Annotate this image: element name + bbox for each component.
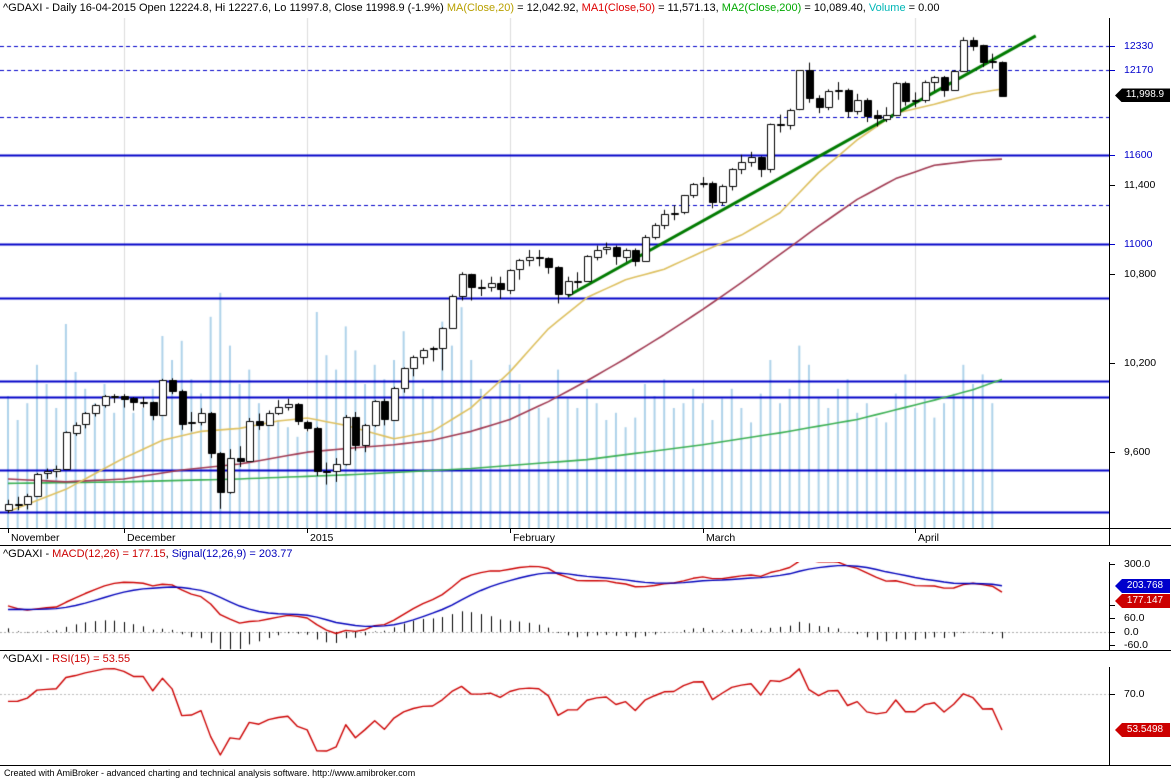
month-tick [915,529,916,533]
month-label: 2015 [310,532,334,544]
title-segment: MA(Close,20) [446,2,515,14]
price-chart-canvas[interactable] [0,18,1109,528]
price-axis-label: 11,400 [1109,178,1156,191]
last-price-box: 11,998.9 [1115,88,1170,103]
month-label: December [127,532,176,544]
sr-level-label: 12330 [1109,40,1154,53]
macd-chart-canvas[interactable] [0,562,1109,650]
price-axis-label: 10,200 [1109,356,1157,369]
price-panel-title: ^GDAXI - Daily 16-04-2015 Open 12224.8, … [0,0,1171,18]
title-segment: = 12,042.92, [514,2,582,14]
title-segment: = 10,089.40, [801,2,869,14]
title-segment: ^GDAXI - [3,653,53,665]
month-label: April [918,532,940,544]
month-tick [124,529,125,533]
rsi-chart-canvas[interactable] [0,667,1109,765]
price-axis-label: 10,800 [1109,267,1157,280]
macd-axis-label: 0.0 [1110,625,1139,638]
macd-axis-label: -60.0 [1110,639,1148,652]
macd-value-box: 203.768 [1115,578,1170,593]
month-tick [510,529,511,533]
rsi-axis-label: 70.0 [1109,688,1145,701]
month-label: February [513,532,556,544]
month-label: November [11,532,60,544]
month-label: March [706,532,736,544]
sr-level-label: 12170 [1109,64,1154,77]
price-panel: ^GDAXI - Daily 16-04-2015 Open 12224.8, … [0,0,1171,545]
title-segment: MACD(12,26) = 177.15 [52,548,166,560]
rsi-y-axis[interactable]: 70.0 53.5498 [1109,667,1171,765]
rsi-value-box: 53.5498 [1115,723,1170,738]
title-segment: ^GDAXI - [3,548,53,560]
month-tick [307,529,308,533]
month-tick [8,529,9,533]
title-segment: = 0.00 [905,2,940,14]
title-segment: RSI(15) = 53.55 [52,653,131,665]
title-segment: ^GDAXI - Daily 16-04-2015 Open 12224.8, … [3,2,447,14]
macd-axis-label: 60.0 [1109,612,1145,625]
title-segment: MA1(Close,50) [581,2,656,14]
title-segment: Signal(12,26,9) = 203.77 [171,548,293,560]
macd-panel: ^GDAXI - MACD(12,26) = 177.15, Signal(12… [0,545,1171,652]
title-segment: Volume [868,2,906,14]
title-segment: , [165,548,172,560]
sr-level-label: 11000 [1109,238,1153,250]
axis-corner [1109,529,1171,545]
macd-panel-title: ^GDAXI - MACD(12,26) = 177.15, Signal(12… [0,545,1171,562]
title-segment: MA2(Close,200) [721,2,802,14]
sr-level-label: 11600 [1109,148,1153,161]
price-axis-label: 9,600 [1109,446,1151,459]
macd-axis-label: 300.0 [1109,558,1151,571]
time-x-axis[interactable]: November December 2015 February March April [0,529,1109,545]
title-segment: = 11,571.13, [655,2,722,14]
macd-value-box: 177.147 [1115,593,1170,608]
price-y-axis[interactable]: 11,400 10,800 10,200 9,600 12330 12170 11600 11… [1109,18,1171,528]
month-tick [703,529,704,533]
rsi-panel: ^GDAXI - RSI(15) = 53.55 70.0 53.5498 [0,650,1171,765]
footer-credit: Created with AmiBroker - advanced charti… [0,765,1171,781]
rsi-panel-title: ^GDAXI - RSI(15) = 53.55 [0,650,1171,667]
